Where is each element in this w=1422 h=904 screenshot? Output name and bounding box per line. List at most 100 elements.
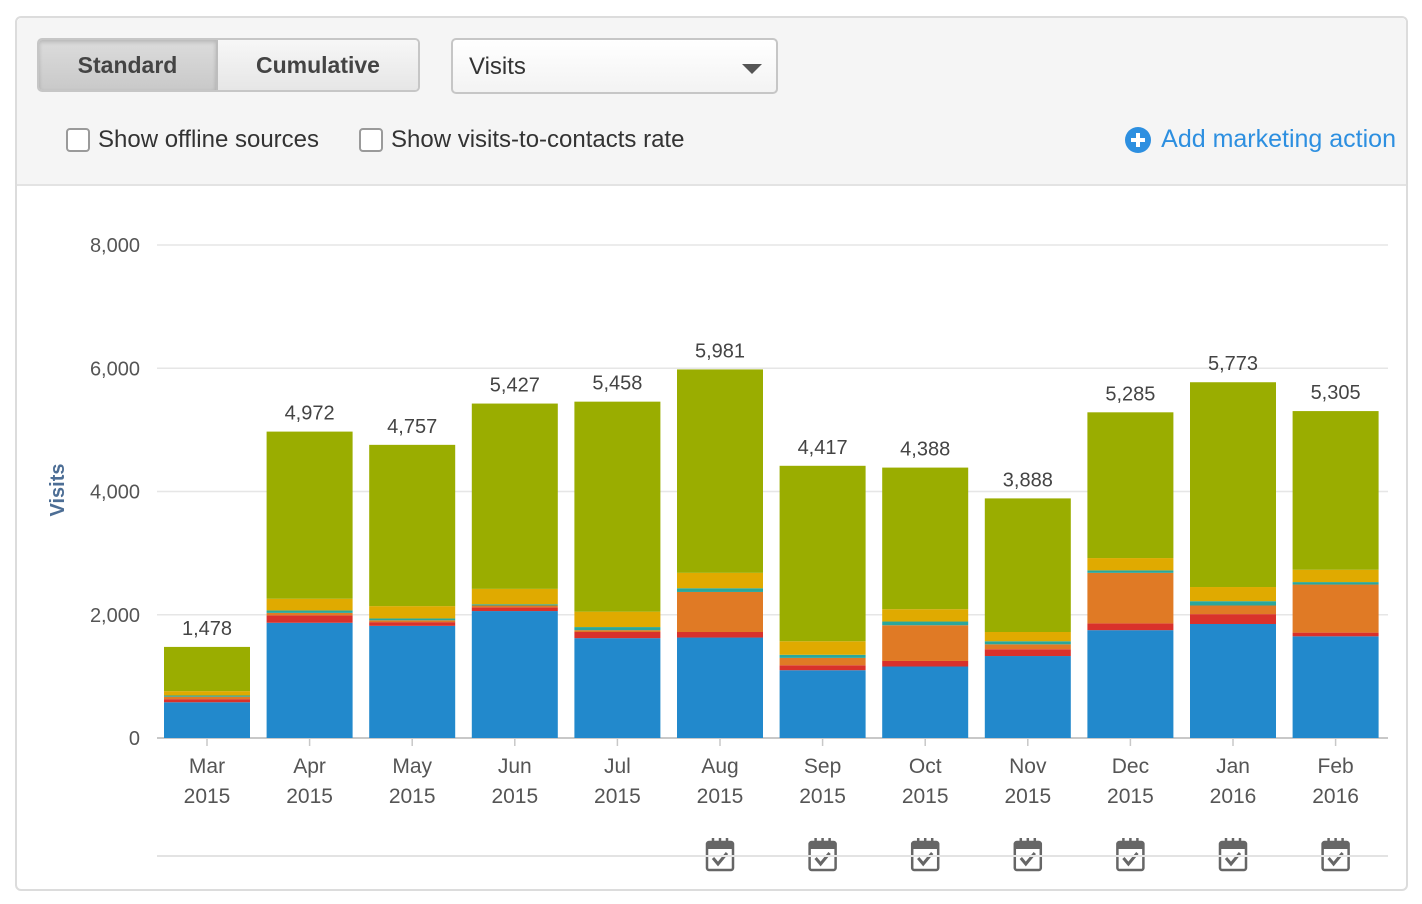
data-label: 4,388 <box>900 439 950 461</box>
x-tick-label-month: Apr <box>293 755 326 778</box>
x-tick-label-year: 2015 <box>799 785 846 808</box>
bar-segment-series-teal <box>574 627 661 631</box>
bar-segment-series-orange <box>882 625 969 661</box>
plus-circle-icon <box>1125 126 1152 153</box>
bar-segment-series-orange <box>677 591 763 633</box>
x-tick-label-year: 2016 <box>1312 785 1359 808</box>
cumulative-button[interactable]: Cumulative <box>218 40 418 90</box>
x-tick-label-month: Nov <box>1009 755 1047 778</box>
bar-segment-series-green <box>1087 412 1174 559</box>
bar-segment-series-red <box>574 632 661 639</box>
bar-segment-series-teal <box>779 654 866 658</box>
bar-segment-series-yellow <box>369 606 456 619</box>
show-rate-label: Show visits-to-contacts rate <box>391 126 685 153</box>
bar-segment-series-blue <box>471 611 558 738</box>
data-label: 3,888 <box>1003 469 1053 491</box>
bar-segment-series-red <box>1190 614 1276 624</box>
x-tick-label-year: 2015 <box>1004 785 1051 808</box>
bar-segment-series-teal <box>1087 570 1174 573</box>
x-tick-label-year: 2015 <box>389 785 436 808</box>
show-offline-checkbox[interactable]: Show offline sources <box>66 126 319 154</box>
x-tick-label-month: Sep <box>804 755 841 778</box>
bar-segment-series-green <box>266 431 353 599</box>
bar-segment-series-teal <box>984 641 1071 645</box>
chevron-down-icon <box>742 64 762 74</box>
data-label: 5,427 <box>490 375 540 397</box>
bar-segment-series-blue <box>779 670 866 738</box>
bar-segment-series-blue <box>164 702 250 738</box>
bar-segment-series-yellow <box>984 632 1071 642</box>
bar-segment-series-yellow <box>677 572 763 589</box>
calendar-check-icon[interactable] <box>705 838 735 872</box>
bar-segment-series-yellow <box>574 611 661 628</box>
show-rate-checkbox[interactable]: Show visits-to-contacts rate <box>359 126 684 154</box>
bar-segment-series-green <box>779 465 866 642</box>
metric-select[interactable]: Visits <box>451 38 778 94</box>
bar-segment-series-yellow <box>164 691 250 696</box>
bar-segment-series-green <box>677 369 763 573</box>
bar-segment-series-orange <box>369 620 456 623</box>
bar-segment-series-red <box>471 607 558 612</box>
calendar-check-icon[interactable] <box>910 838 940 872</box>
y-axis-label: Visits <box>47 464 69 517</box>
bar-segment-series-blue <box>369 625 456 738</box>
bar-segment-series-red <box>882 660 969 667</box>
bar-segment-series-teal <box>471 604 558 606</box>
bar-segment-series-red <box>369 622 456 626</box>
add-marketing-action-label: Add marketing action <box>1161 125 1396 153</box>
data-label: 4,757 <box>387 416 437 438</box>
bar-segment-series-orange <box>779 657 866 666</box>
bar-segment-series-yellow <box>1190 587 1276 602</box>
bar-segment-series-green <box>882 467 969 610</box>
add-marketing-action-link[interactable]: Add marketing action <box>1125 125 1396 154</box>
x-tick-label-year: 2015 <box>491 785 538 808</box>
checkbox-box[interactable] <box>66 128 90 152</box>
bar-segment-series-green <box>984 498 1071 633</box>
x-tick-label-month: May <box>392 755 432 778</box>
data-label: 4,972 <box>285 403 335 425</box>
standard-button[interactable]: Standard <box>39 40 218 90</box>
x-tick-label-month: Jul <box>604 755 631 778</box>
x-tick-label-year: 2015 <box>594 785 641 808</box>
bar-segment-series-orange <box>1292 584 1379 633</box>
bar-segment-series-yellow <box>882 609 969 622</box>
bar-segment-series-teal <box>1190 601 1276 606</box>
bar-segment-series-blue <box>882 666 969 738</box>
bar-segment-series-orange <box>471 605 558 608</box>
calendar-check-icon[interactable] <box>1116 838 1145 872</box>
x-tick-label-month: Oct <box>909 755 942 778</box>
data-label: 5,773 <box>1208 353 1258 375</box>
bar-segment-series-blue <box>1087 630 1174 738</box>
bar-segment-series-yellow <box>1292 569 1379 583</box>
bar-segment-series-teal <box>882 621 969 626</box>
bar-segment-series-green <box>574 401 661 612</box>
calendar-check-icon[interactable] <box>1013 838 1043 872</box>
calendar-check-icon[interactable] <box>1218 838 1248 872</box>
x-tick-label-month: Jun <box>498 755 532 778</box>
bar-segment-series-yellow <box>266 598 353 611</box>
y-tick-label: 0 <box>129 728 140 750</box>
x-tick-label-month: Feb <box>1318 755 1354 778</box>
bar-segment-series-green <box>471 403 558 589</box>
calendar-check-icon[interactable] <box>1321 838 1350 872</box>
bar-segment-series-green <box>1292 411 1379 570</box>
data-label: 5,458 <box>592 373 642 395</box>
bar-segment-series-red <box>164 699 250 703</box>
x-tick-label-year: 2015 <box>902 785 949 808</box>
show-offline-label: Show offline sources <box>98 126 320 153</box>
bar-segment-series-blue <box>984 656 1071 738</box>
bar-segment-series-red <box>1087 623 1174 631</box>
x-tick-label-year: 2015 <box>184 785 231 808</box>
bar-segment-series-teal <box>369 618 456 621</box>
data-label: 4,417 <box>798 437 848 459</box>
data-label: 1,478 <box>182 618 232 640</box>
bar-segment-series-green <box>1190 382 1276 588</box>
calendar-check-icon[interactable] <box>808 838 837 872</box>
checkbox-box[interactable] <box>359 128 383 152</box>
x-tick-label-year: 2016 <box>1210 785 1257 808</box>
x-tick-label-month: Jan <box>1216 755 1250 778</box>
x-tick-label-month: Dec <box>1112 755 1149 778</box>
bar-segment-series-orange <box>1087 572 1174 624</box>
bar-segment-series-yellow <box>471 588 558 605</box>
